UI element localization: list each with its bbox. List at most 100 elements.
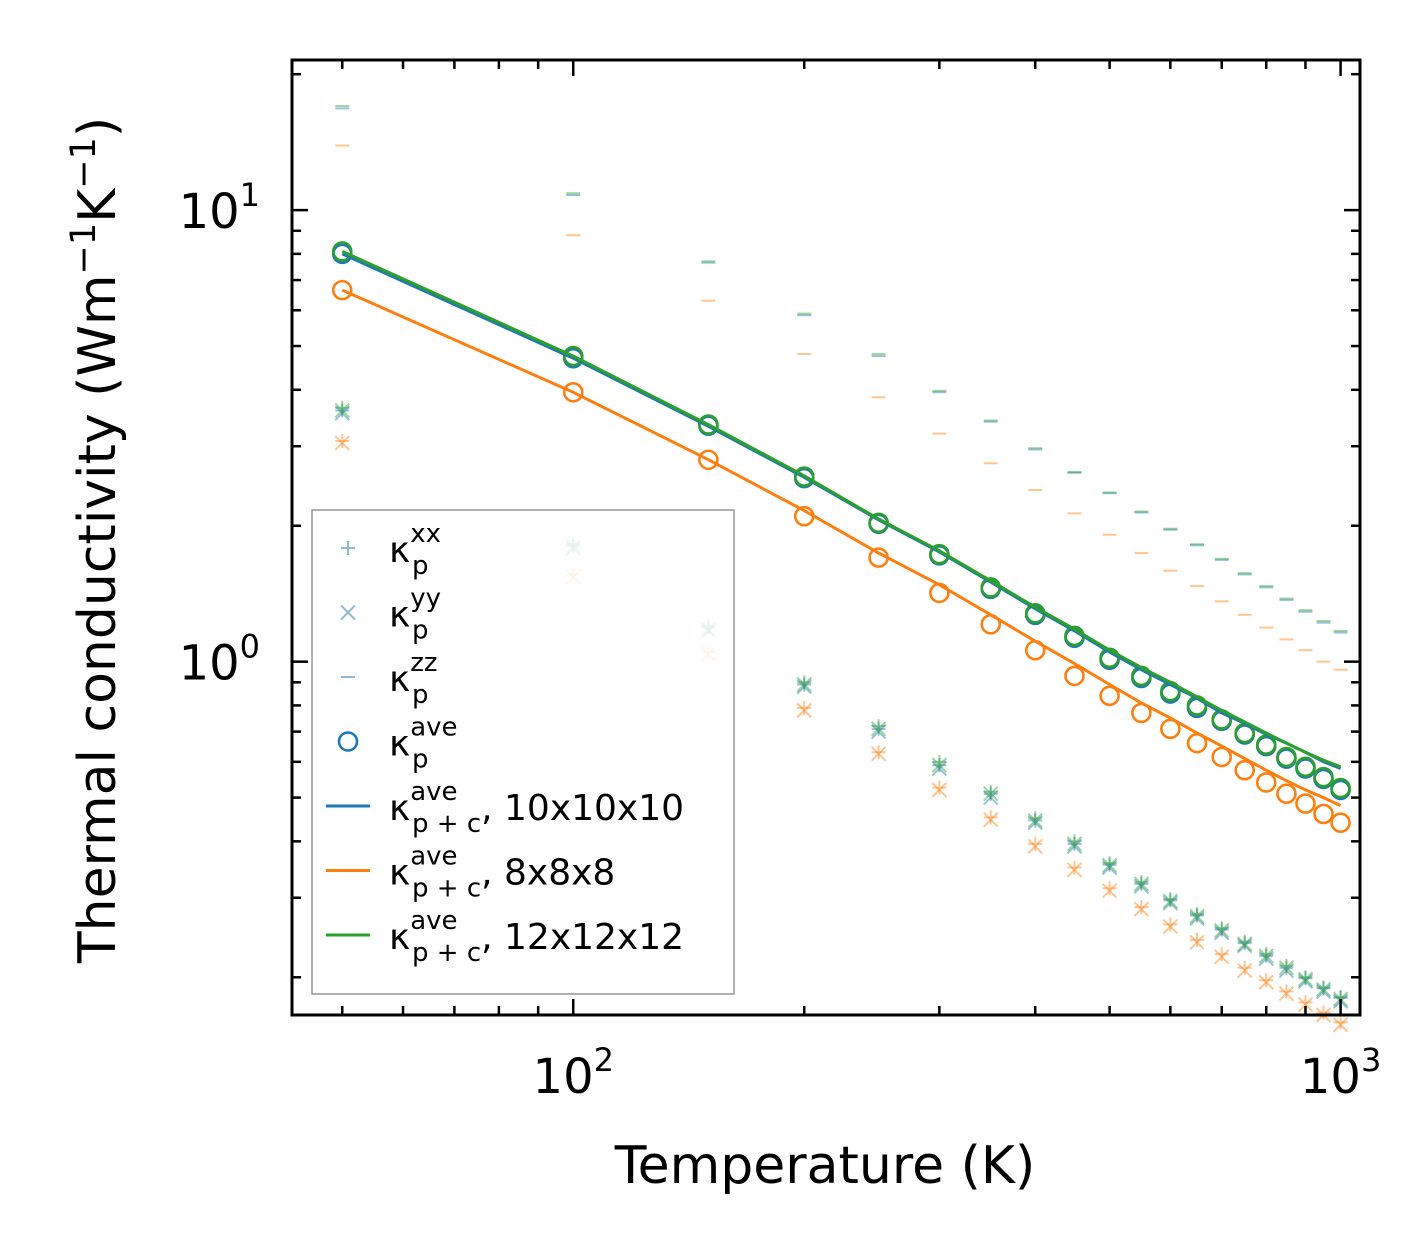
axes: 102 103 100 101 (179, 58, 1381, 1105)
data-point (1162, 895, 1179, 911)
data-point (1298, 970, 1313, 985)
data-point (1133, 901, 1150, 917)
data-point (1134, 900, 1149, 915)
legend-label: κave p + c, 8x8x8 (389, 842, 615, 904)
data-point (1102, 857, 1117, 872)
data-point (1333, 1015, 1348, 1030)
data-point (1279, 984, 1294, 999)
data-point (1259, 947, 1274, 962)
data-point (1295, 793, 1316, 814)
data-point (331, 241, 353, 262)
data-point (1101, 882, 1118, 899)
data-point (1189, 910, 1205, 927)
data-point (1295, 756, 1316, 778)
series-line (341, 250, 1342, 769)
data-point (1134, 876, 1149, 891)
data-point (1190, 908, 1205, 923)
data-point (1214, 947, 1229, 962)
data-point (1099, 685, 1120, 707)
data-point (1259, 973, 1274, 988)
data-point (983, 784, 998, 799)
data-point (871, 745, 886, 760)
data-point (1313, 803, 1334, 825)
data-point (1330, 812, 1351, 833)
data-point (1237, 960, 1252, 975)
legend-marker (337, 731, 359, 752)
data-point (1316, 980, 1331, 995)
data-point (983, 785, 999, 802)
data-point (1214, 922, 1230, 939)
data-point (932, 758, 947, 773)
data-point (796, 679, 812, 695)
data-point (1101, 859, 1118, 876)
data-point (1067, 834, 1082, 849)
plot-frame (290, 58, 1362, 1017)
data-point (334, 405, 350, 421)
data-point (1297, 971, 1314, 987)
data-point (1258, 974, 1274, 990)
legend-label: κave p + c, 12x12x12 (389, 906, 684, 968)
y-tick-label: 101 (179, 176, 260, 240)
data-point (1330, 777, 1351, 799)
data-point (1313, 766, 1334, 788)
legend-entry: κave p + c, 12x12x12 (326, 906, 684, 968)
series-8 (335, 105, 1348, 632)
series-2 (335, 107, 1348, 634)
data-point (1259, 948, 1274, 963)
data-point (1028, 811, 1043, 826)
x-tick-label: 102 (533, 1041, 614, 1105)
data-point (1332, 1017, 1349, 1033)
data-point (871, 719, 886, 734)
data-point (983, 789, 999, 806)
data-point (797, 700, 812, 715)
data-point (335, 400, 350, 415)
data-point (983, 811, 999, 828)
legend-entry: κzz p (341, 648, 438, 710)
data-point (1237, 934, 1252, 949)
data-point (1279, 958, 1294, 973)
data-point (1027, 838, 1043, 855)
data-point (870, 746, 887, 762)
data-point (929, 582, 950, 604)
series-11 (331, 241, 1351, 799)
legend-entry: κave p (337, 713, 458, 775)
data-point (698, 414, 719, 435)
data-point (797, 677, 812, 692)
series-5 (335, 144, 1348, 671)
data-point (1258, 950, 1274, 967)
data-point (1190, 907, 1205, 922)
data-point (870, 723, 887, 740)
data-point (335, 434, 350, 449)
data-point (1162, 893, 1179, 909)
legend-label: κave p (389, 713, 458, 775)
data-point (983, 786, 998, 801)
legend-label: κxx p (389, 519, 441, 581)
data-point (1189, 908, 1205, 924)
legend-label: κave p + c, 10x10x10 (389, 777, 684, 839)
data-point (1278, 962, 1295, 979)
data-point (1214, 921, 1229, 936)
series-13 (341, 288, 1342, 807)
legend-label: κyy p (389, 584, 441, 646)
legend-marker (340, 604, 356, 621)
data-point (1297, 996, 1314, 1013)
data-point (931, 782, 948, 798)
y-tick-label: 100 (179, 628, 260, 692)
data-point (932, 754, 947, 769)
data-point (983, 810, 998, 825)
data-point (698, 449, 719, 471)
series-14 (341, 250, 1342, 769)
data-point (1028, 836, 1043, 851)
legend-box (311, 509, 735, 995)
data-point (335, 403, 350, 418)
data-point (1237, 936, 1252, 951)
data-point (1189, 934, 1205, 951)
data-point (1162, 918, 1179, 935)
legend-label: κzz p (389, 648, 438, 710)
data-point (1278, 959, 1295, 976)
data-point (1276, 746, 1297, 768)
y-axis-label: Thermal conductivity (Wm−1K−1) (64, 117, 128, 964)
data-point (871, 721, 886, 736)
